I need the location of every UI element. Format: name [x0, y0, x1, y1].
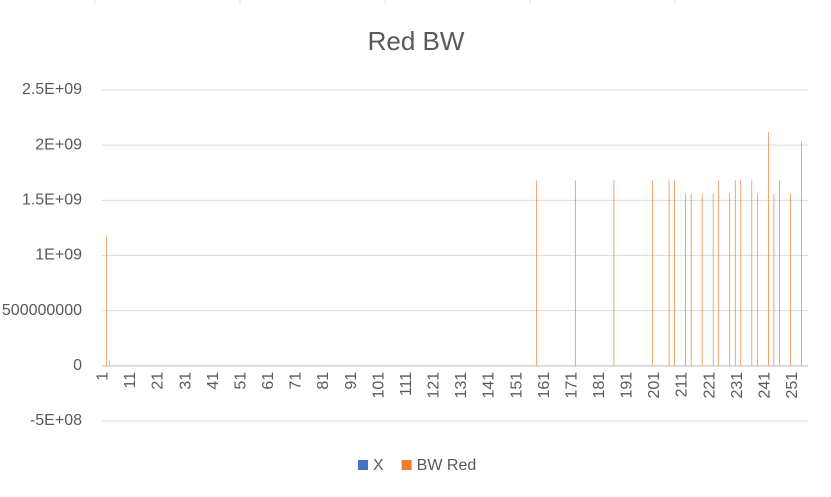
bar [690, 193, 692, 366]
bar [734, 180, 736, 366]
chart-title: Red BW [368, 26, 465, 56]
y-tick-label: -5E+08 [30, 412, 82, 429]
bar [536, 180, 538, 366]
bar [106, 235, 107, 366]
bar [574, 180, 576, 366]
y-tick-label: 500000000 [2, 302, 82, 319]
legend-label: X [373, 457, 384, 474]
bar [685, 193, 686, 366]
bar [108, 360, 110, 366]
bar [718, 180, 720, 366]
bar [740, 180, 742, 366]
x-tick-label: 201 [646, 372, 663, 399]
x-tick-label: 41 [205, 372, 222, 390]
x-tick-label: 21 [150, 372, 167, 390]
x-tick-label: 251 [784, 372, 801, 399]
legend-label: BW Red [417, 457, 477, 474]
bar [668, 180, 670, 366]
x-tick-label: 171 [563, 372, 580, 399]
bar [779, 180, 780, 366]
bar [652, 180, 653, 366]
x-tick-label: 11 [122, 372, 139, 389]
sheet-cell-lines [94, 0, 676, 4]
bar [756, 193, 758, 366]
bar [801, 141, 802, 366]
x-tick-label: 241 [756, 372, 773, 399]
x-tick-label: 221 [701, 372, 718, 399]
legend: X BW Red [358, 457, 476, 474]
legend-swatch [401, 460, 412, 470]
x-tick-label: 61 [260, 372, 277, 390]
x-tick-label: 111 [398, 372, 415, 396]
bar [729, 193, 731, 366]
x-tick-label: 121 [426, 372, 443, 399]
x-tick-label: 31 [177, 372, 194, 390]
x-tick-label: 141 [481, 372, 498, 399]
bar [768, 131, 769, 366]
y-tick-label: 2.5E+09 [22, 81, 82, 98]
x-tick-label: 161 [536, 372, 553, 399]
x-tick-label: 151 [508, 372, 525, 399]
bar [674, 180, 675, 366]
bar [701, 193, 703, 366]
y-tick-label: 0 [73, 357, 82, 374]
bar [790, 193, 791, 366]
legend-swatch [358, 460, 368, 470]
y-tick-label: 1.5E+09 [22, 192, 82, 209]
bar [773, 193, 775, 366]
x-tick-label: 1 [95, 372, 112, 381]
x-tick-label: 101 [370, 372, 387, 399]
bar [751, 180, 753, 366]
x-tick-label: 181 [591, 372, 608, 399]
x-tick-label: 191 [619, 372, 636, 399]
x-tick-label: 131 [453, 372, 470, 399]
y-tick-label: 1E+09 [35, 247, 82, 264]
x-tick-label: 51 [232, 372, 249, 390]
y-tick-label: 2E+09 [35, 136, 82, 153]
x-tick-label: 91 [343, 372, 360, 390]
x-tick-label: 231 [729, 372, 746, 399]
x-tick-label: 71 [288, 372, 305, 390]
x-tick-label: 81 [315, 372, 332, 390]
x-tick-label: 211 [674, 372, 691, 398]
bar [613, 180, 615, 366]
bar [712, 193, 714, 366]
